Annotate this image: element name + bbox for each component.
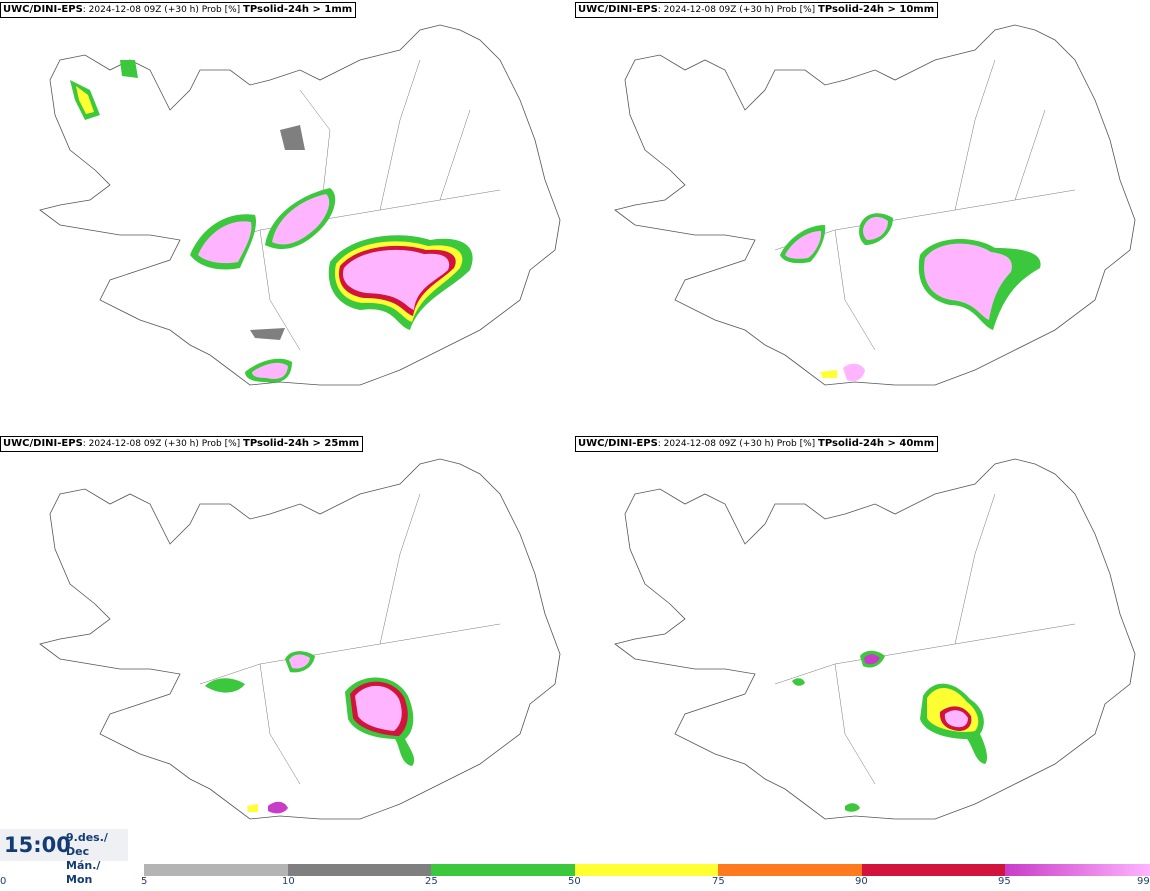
district-lines [199,493,501,785]
run-info: : 2024-12-08 09Z (+30 h) Prob [%] [657,439,816,449]
scale-tick-label: 0 [0,876,7,887]
valid-date: 9.des./ Dec Mán./ Mon [66,831,128,887]
panel-title: UWC/DINI-EPS: 2024-12-08 09Z (+30 h) Pro… [0,436,364,452]
iceland-coastline [614,458,1136,820]
panel-title: UWC/DINI-EPS: 2024-12-08 09Z (+30 h) Pro… [575,2,939,18]
valid-date-line1: 9.des./ Dec [66,831,108,858]
probability-areas [780,213,1041,382]
valid-time: 15:00 [4,833,71,857]
district-lines [774,59,1076,351]
color-segment-95-99 [1005,864,1150,876]
color-segment-25-50 [431,864,575,876]
color-segment-90-95 [862,864,1005,876]
iceland-coastline [614,24,1136,386]
model-name: UWC/DINI-EPS [3,4,83,15]
valid-date-line2: Mán./ Mon [66,859,101,886]
parameter-label: TPsolid-24h > 25mm [243,438,360,449]
color-segment-50-75 [575,864,718,876]
run-info: : 2024-12-08 09Z (+30 h) Prob [%] [82,439,241,449]
parameter-label: TPsolid-24h > 10mm [818,4,935,15]
valid-time-box: 15:00 9.des./ Dec Mán./ Mon [0,829,128,886]
scale-tick-label: 90 [855,876,868,887]
panel-title: UWC/DINI-EPS: 2024-12-08 09Z (+30 h) Pro… [0,2,357,18]
probability-areas [205,651,415,814]
map-panel-10mm: UWC/DINI-EPS: 2024-12-08 09Z (+30 h) Pro… [575,0,1150,432]
model-name: UWC/DINI-EPS [578,438,658,449]
district-lines [199,59,501,351]
run-info: : 2024-12-08 09Z (+30 h) Prob [%] [657,5,816,15]
parameter-label: TPsolid-24h > 1mm [243,4,353,15]
scale-tick-label: 50 [568,876,581,887]
color-segment-75-90 [718,864,862,876]
iceland-map [614,458,1136,820]
color-segment-10-25 [288,864,431,876]
district-lines [774,493,1076,785]
run-info: : 2024-12-08 09Z (+30 h) Prob [%] [82,5,241,15]
probability-areas [70,60,473,383]
scale-tick-label: 25 [425,876,438,887]
map-panel-25mm: UWC/DINI-EPS: 2024-12-08 09Z (+30 h) Pro… [0,434,575,866]
scale-tick-label: 99 [1137,876,1150,887]
iceland-coastline [39,458,561,820]
scale-tick-label: 5 [141,876,148,887]
iceland-map [39,24,561,386]
scale-tick-label: 10 [282,876,295,887]
map-panel-40mm: UWC/DINI-EPS: 2024-12-08 09Z (+30 h) Pro… [575,434,1150,866]
model-name: UWC/DINI-EPS [3,438,83,449]
probability-areas [792,650,988,812]
scale-tick-label: 95 [998,876,1011,887]
model-name: UWC/DINI-EPS [578,4,658,15]
color-scale-bar [144,864,1150,876]
map-panel-1mm: UWC/DINI-EPS: 2024-12-08 09Z (+30 h) Pro… [0,0,575,432]
color-segment-5-10 [144,864,288,876]
parameter-label: TPsolid-24h > 40mm [818,438,935,449]
iceland-map [614,24,1136,386]
panel-title: UWC/DINI-EPS: 2024-12-08 09Z (+30 h) Pro… [575,436,939,452]
iceland-map [39,458,561,820]
scale-tick-label: 75 [712,876,725,887]
